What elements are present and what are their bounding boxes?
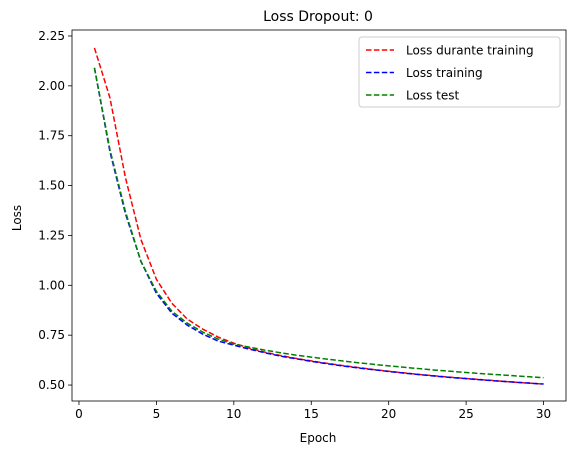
series-line-1 [93,67,544,385]
y-axis: 0.50 0.75 1.00 1.25 1.50 1.75 2.00 2.25 [38,29,72,392]
x-tick-label: 15 [304,407,319,421]
y-tick-label: 1.50 [38,179,65,193]
y-tick-label: 2.00 [38,79,65,93]
x-tick-label: 5 [153,407,161,421]
series-line-2 [93,67,544,379]
y-tick-label: 1.25 [38,228,65,242]
plot-frame [71,29,567,402]
plot-area [71,29,567,402]
legend-box [358,36,561,108]
x-tick-label: 25 [458,407,473,421]
x-tick-label: 0 [75,407,83,421]
legend: Loss durante training Loss training Loss t… [358,36,561,108]
y-tick-label: 2.25 [38,29,65,43]
y-axis-label: Loss [10,205,24,231]
x-axis: 0 5 10 15 20 25 30 [75,401,551,421]
series-line-0 [93,47,544,385]
y-tick-label: 1.00 [38,278,65,292]
legend-label: Loss durante training [406,44,534,58]
x-tick-label: 20 [381,407,396,421]
x-tick-label: 30 [536,407,551,421]
x-axis-label: Epoch [300,431,337,445]
x-tick-label: 10 [226,407,241,421]
chart-title: Loss Dropout: 0 [263,9,373,25]
legend-label: Loss test [406,89,459,103]
legend-label: Loss training [406,66,483,80]
y-tick-label: 0.75 [38,328,65,342]
y-tick-label: 1.75 [38,129,65,143]
y-tick-label: 0.50 [38,378,65,392]
